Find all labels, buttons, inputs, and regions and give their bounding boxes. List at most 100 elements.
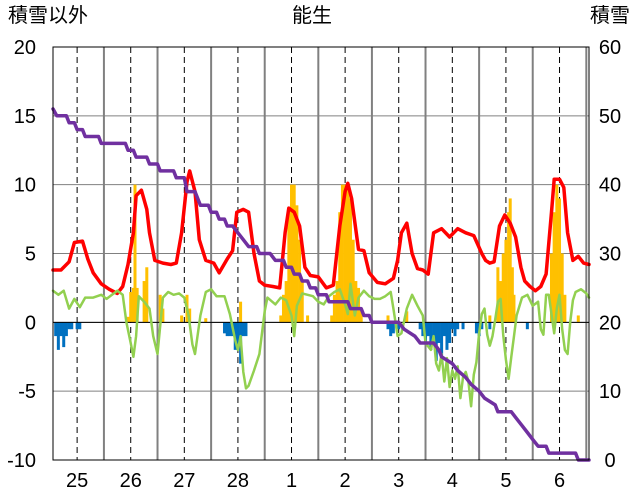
bar — [453, 322, 457, 337]
y-tick-left: -5 — [18, 381, 36, 403]
bar — [421, 322, 425, 337]
bar — [131, 287, 135, 323]
bar — [461, 322, 465, 330]
bar — [391, 322, 395, 334]
bar — [330, 315, 334, 323]
bar — [440, 322, 444, 357]
bar — [67, 322, 71, 330]
y-tick-right: 20 — [599, 312, 621, 334]
bar — [180, 315, 184, 323]
y-tick-left: 10 — [14, 175, 36, 197]
y-tick-right: 0 — [604, 450, 615, 472]
bar — [397, 322, 401, 330]
bar — [158, 294, 162, 323]
x-tick: 2 — [340, 470, 351, 492]
bar — [552, 212, 556, 323]
bar — [292, 184, 296, 323]
bar — [429, 322, 433, 350]
bar — [290, 184, 294, 323]
bar — [126, 316, 130, 323]
right-axis-label: 積雪 — [590, 3, 630, 27]
bar — [228, 322, 232, 337]
bar — [225, 322, 229, 337]
x-tick: 26 — [120, 470, 142, 492]
bar — [343, 184, 347, 323]
bar — [279, 315, 283, 323]
bar — [241, 322, 245, 337]
bar — [445, 322, 449, 350]
bar — [437, 322, 441, 343]
bar — [59, 322, 63, 337]
bar — [300, 281, 304, 323]
bar — [78, 322, 82, 330]
bar — [405, 311, 409, 323]
x-tick: 6 — [554, 470, 565, 492]
bar — [386, 315, 390, 323]
bar — [306, 315, 310, 323]
chart-title: 能生 — [292, 3, 332, 27]
bar — [504, 239, 508, 323]
bar — [239, 301, 243, 323]
bar — [386, 322, 390, 330]
bar — [204, 318, 208, 323]
series-line-other_line — [51, 282, 591, 408]
bar — [563, 294, 567, 323]
bar — [236, 322, 240, 350]
bar — [244, 322, 248, 337]
bar — [75, 322, 79, 330]
x-tick: 4 — [447, 470, 458, 492]
bar — [346, 184, 350, 323]
y-tick-left: 20 — [14, 37, 36, 59]
bar — [70, 322, 74, 330]
bar — [62, 322, 66, 348]
bar — [348, 198, 352, 323]
bar — [129, 292, 133, 323]
bar — [64, 322, 68, 337]
bar — [512, 294, 516, 323]
x-tick: 3 — [393, 470, 404, 492]
x-tick: 5 — [500, 470, 511, 492]
bar — [223, 322, 227, 334]
bar — [456, 322, 460, 330]
bar — [480, 322, 484, 330]
x-tick: 25 — [66, 470, 88, 492]
bar — [54, 322, 58, 337]
x-tick: 28 — [227, 470, 249, 492]
bar — [442, 322, 446, 337]
bar — [474, 322, 478, 334]
y-tick-left: 15 — [14, 106, 36, 128]
bar — [450, 322, 454, 330]
y-tick-right: 50 — [599, 106, 621, 128]
bar — [448, 322, 452, 343]
bar — [281, 294, 285, 323]
bar — [560, 253, 564, 323]
bar — [501, 253, 505, 323]
bar — [525, 322, 529, 330]
y-tick-left: -10 — [7, 450, 36, 472]
plot-frame — [52, 46, 590, 461]
bar — [558, 198, 562, 323]
bar — [434, 322, 438, 361]
x-tick: 27 — [173, 470, 195, 492]
x-tick: 1 — [286, 470, 297, 492]
bar — [576, 315, 580, 323]
y-tick-left: 0 — [25, 312, 36, 334]
bar — [508, 198, 512, 323]
series-line-snow_depth — [51, 107, 591, 462]
bar — [357, 287, 361, 323]
bar — [351, 239, 355, 323]
bar — [332, 294, 336, 323]
bar — [359, 308, 363, 323]
y-tick-right: 40 — [599, 175, 621, 197]
left-axis-label: 積雪以外 — [8, 3, 88, 27]
bar — [496, 267, 500, 323]
series-lines — [51, 107, 591, 462]
bar — [145, 267, 149, 323]
y-tick-right: 30 — [599, 244, 621, 266]
bar — [298, 239, 302, 323]
bar — [510, 267, 514, 323]
bar — [488, 322, 492, 330]
bar — [133, 184, 137, 323]
bar — [418, 322, 422, 330]
